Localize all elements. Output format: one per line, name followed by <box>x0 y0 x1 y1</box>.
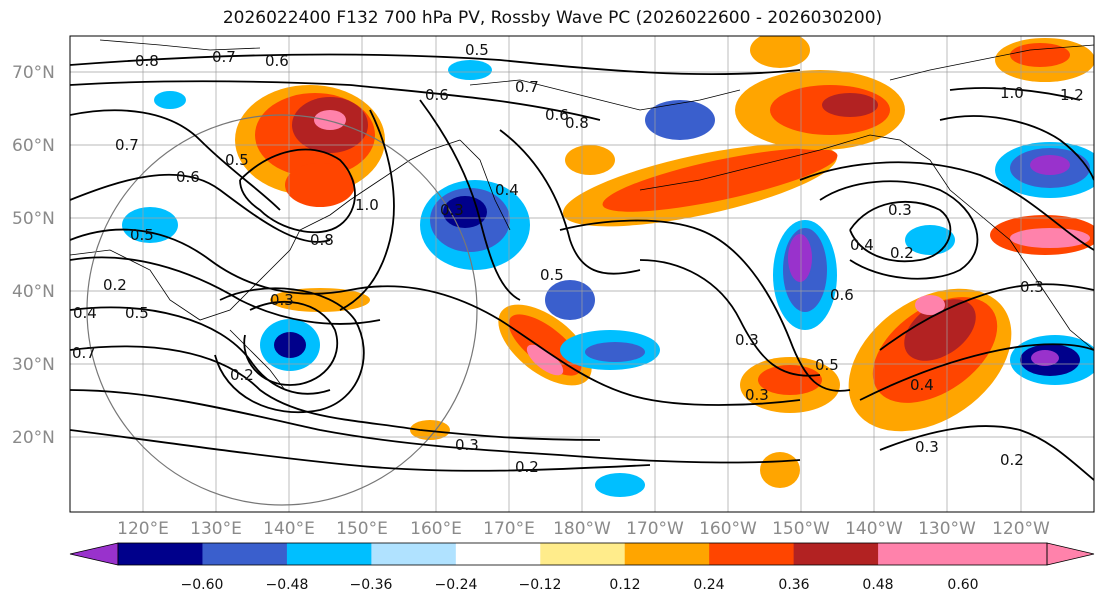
lon-tick-label: 150°E <box>336 519 388 539</box>
coastlines <box>70 39 1094 391</box>
map-frame <box>69 35 1095 513</box>
contour-label: 0.5 <box>125 304 149 322</box>
contour-label: 0.3 <box>455 436 479 454</box>
graticule <box>70 36 1094 512</box>
colorbar-extend-high <box>1046 542 1095 566</box>
colorbar-extend-low <box>69 542 119 566</box>
lon-tick-label: 160°W <box>699 519 757 539</box>
lon-tick-label: 150°W <box>772 519 830 539</box>
contour-label: 0.2 <box>230 366 254 384</box>
colorbar: −0.60 −0.48 −0.36 −0.24 −0.12 0.12 0.24 … <box>69 542 1095 593</box>
colorbar-box <box>202 543 288 565</box>
lon-tick-label: 180°W <box>553 519 611 539</box>
colorbar-box <box>709 543 795 565</box>
contour-label: 0.3 <box>915 438 939 456</box>
contour-label: 0.7 <box>212 48 236 66</box>
contour-label: 0.2 <box>103 276 127 294</box>
contour-labels: 0.8 0.7 0.6 0.5 0.7 0.6 0.8 0.7 0.5 0.6 … <box>72 41 1084 476</box>
lon-tick-label: 130°W <box>918 519 976 539</box>
contour-label: 0.3 <box>440 201 464 219</box>
lat-tick-label: 50°N <box>12 209 55 229</box>
lat-tick-label: 30°N <box>12 355 55 375</box>
colorbar-label: −0.48 <box>266 577 309 593</box>
pv-contours <box>70 53 1094 481</box>
colorbar-label: 0.36 <box>778 577 809 593</box>
lat-tick-label: 70°N <box>12 63 55 83</box>
lon-tick-label: 130°E <box>190 519 242 539</box>
contour-label: 0.5 <box>815 356 839 374</box>
colorbar-box <box>624 543 710 565</box>
contour-label: 0.2 <box>1000 451 1024 469</box>
lon-tick-label: 170°E <box>483 519 535 539</box>
lon-tick-label: 140°E <box>263 519 315 539</box>
colorbar-box <box>793 543 879 565</box>
map-title: 2026022400 F132 700 hPa PV, Rossby Wave … <box>222 8 883 28</box>
contour-label: 0.6 <box>830 286 854 304</box>
colorbar-label: −0.24 <box>435 577 478 593</box>
colorbar-boxes <box>118 543 1048 565</box>
colorbar-label: 0.48 <box>862 577 893 593</box>
lon-tick-labels: 120°E 130°E 140°E 150°E 160°E 170°E 180°… <box>117 519 1050 539</box>
contour-label: 0.3 <box>745 386 769 404</box>
contour-label: 0.5 <box>225 151 249 169</box>
contour-label: 0.5 <box>540 266 564 284</box>
contour-label: 0.6 <box>545 106 569 124</box>
contour-label: 0.3 <box>270 291 294 309</box>
contour-label: 0.5 <box>130 226 154 244</box>
contour-label: 0.7 <box>115 136 139 154</box>
colorbar-box <box>118 543 203 565</box>
lat-tick-label: 60°N <box>12 136 55 156</box>
colorbar-box <box>878 543 964 565</box>
lat-tick-label: 20°N <box>12 428 55 448</box>
lon-tick-label: 140°W <box>845 519 903 539</box>
contour-label: 0.2 <box>890 244 914 262</box>
colorbar-box <box>540 543 626 565</box>
contour-label: 0.6 <box>265 52 289 70</box>
contour-label: 0.7 <box>515 78 539 96</box>
colorbar-box <box>286 543 372 565</box>
contour-label: 0.3 <box>735 331 759 349</box>
contour-label: 0.7 <box>72 344 96 362</box>
pv-shading <box>122 36 1094 497</box>
projection-circle <box>86 114 478 506</box>
lon-tick-label: 120°W <box>992 519 1050 539</box>
colorbar-box <box>962 543 1048 565</box>
lon-tick-label: 120°E <box>117 519 169 539</box>
contour-label: 1.0 <box>1000 84 1024 102</box>
colorbar-labels: −0.60 −0.48 −0.36 −0.24 −0.12 0.12 0.24 … <box>181 577 979 593</box>
colorbar-box <box>371 543 457 565</box>
colorbar-label: −0.36 <box>350 577 393 593</box>
contour-label: 0.4 <box>850 236 874 254</box>
lon-tick-label: 160°E <box>410 519 462 539</box>
contour-label: 0.6 <box>176 168 200 186</box>
lat-tick-label: 40°N <box>12 282 55 302</box>
contour-label: 0.8 <box>310 231 334 249</box>
contour-label: 1.2 <box>1060 86 1084 104</box>
contour-label: 1.0 <box>355 196 379 214</box>
contour-label: 0.3 <box>888 201 912 219</box>
contour-label: 0.5 <box>465 41 489 59</box>
colorbar-label: −0.12 <box>519 577 562 593</box>
contour-label: 0.4 <box>73 304 97 322</box>
contour-label: 0.6 <box>425 86 449 104</box>
contour-label: 0.2 <box>515 458 539 476</box>
lat-tick-labels: 70°N 60°N 50°N 40°N 30°N 20°N <box>12 63 55 448</box>
colorbar-frame <box>117 542 1048 566</box>
colorbar-label: 0.12 <box>609 577 640 593</box>
map-plot-area: 0.8 0.7 0.6 0.5 0.7 0.6 0.8 0.7 0.5 0.6 … <box>70 36 1094 512</box>
colorbar-label: −0.60 <box>181 577 224 593</box>
contour-label: 0.4 <box>495 181 519 199</box>
contour-label: 0.8 <box>135 52 159 70</box>
contour-label: 0.3 <box>1020 278 1044 296</box>
colorbar-box <box>455 543 541 565</box>
colorbar-label: 0.60 <box>947 577 978 593</box>
contour-label: 0.4 <box>910 376 934 394</box>
lon-tick-label: 170°W <box>626 519 684 539</box>
colorbar-label: 0.24 <box>693 577 724 593</box>
contour-label: 0.8 <box>565 114 589 132</box>
